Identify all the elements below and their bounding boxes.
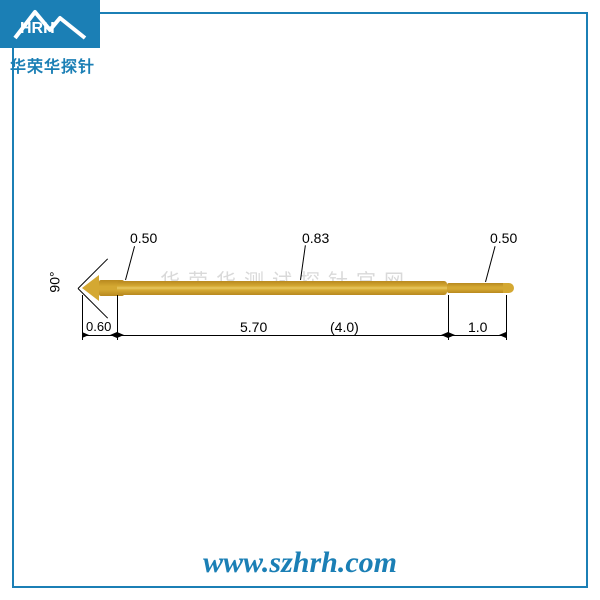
dimline-end-seg [448, 335, 506, 336]
dim-center-ref: (4.0) [330, 319, 359, 335]
pin-seg-end [447, 283, 505, 293]
arrow-l-2 [117, 332, 124, 338]
dim-tip-seg: 0.60 [86, 319, 111, 334]
logo-label: 华荣华探针 [0, 53, 100, 77]
pin-end-cap [503, 283, 513, 293]
dim-tip-dia: 0.50 [130, 230, 157, 246]
url: www.szhrh.com [0, 546, 600, 580]
leader-end-dia [485, 246, 496, 282]
logo-initials: HRH [20, 20, 55, 37]
leader-tip-dia [125, 246, 135, 280]
leader-body-dia [300, 245, 306, 280]
pin-diagram: 90° 0.50 0.83 0.50 0.60 5.70 (4.0) 1.0 [50, 240, 530, 360]
arrow-r-3 [499, 332, 506, 338]
dim-end-seg: 1.0 [468, 319, 487, 335]
pin-seg-body [117, 281, 448, 294]
dim-end-dia: 0.50 [490, 230, 517, 246]
ext-3 [506, 295, 507, 340]
arrow-l-3 [448, 332, 455, 338]
logo-triangle: HRH [0, 0, 100, 48]
dimline-main-seg [117, 335, 448, 336]
logo-block: HRH 华荣华探针 [0, 0, 100, 85]
arrow-r-2 [441, 332, 448, 338]
pin-tip [82, 275, 99, 301]
dim-main-seg: 5.70 [240, 319, 267, 335]
dim-tip-angle: 90° [47, 271, 63, 292]
dim-body-dia: 0.83 [302, 230, 329, 246]
